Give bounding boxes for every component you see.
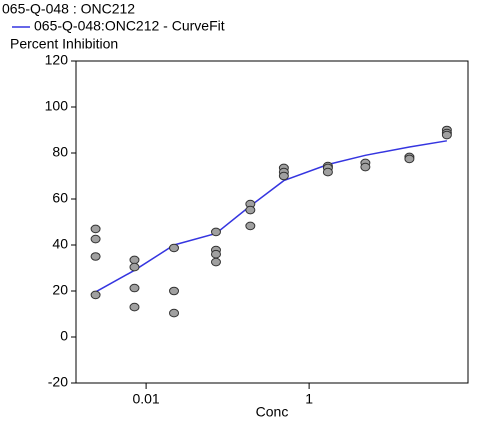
data-point (129, 255, 140, 265)
data-point (129, 262, 140, 272)
plot-frame (75, 60, 469, 384)
data-point (210, 227, 221, 237)
data-point (360, 162, 371, 172)
x-axis-label: Conc (256, 404, 289, 420)
data-point (90, 234, 101, 244)
data-point (278, 171, 289, 181)
data-point (169, 308, 180, 318)
data-point (210, 257, 221, 267)
x-tick-label: 0.01 (132, 391, 159, 407)
x-tick-label: 1 (305, 391, 313, 407)
legend-line-label: 065-Q-048:ONC212 - CurveFit (34, 18, 225, 34)
data-point (129, 302, 140, 312)
y-tick-label: 40 (52, 236, 68, 252)
y-tick-label: 60 (52, 190, 68, 206)
y-axis-label: Percent Inhibition (10, 36, 118, 52)
data-point (441, 130, 452, 140)
y-tick-label: 100 (45, 98, 69, 114)
data-point (404, 154, 415, 164)
data-point (245, 221, 256, 231)
data-point (90, 290, 101, 300)
data-point (90, 252, 101, 261)
data-point (90, 224, 101, 234)
data-point (169, 243, 180, 253)
y-tick-label: 20 (52, 282, 68, 298)
data-point (129, 283, 140, 293)
y-tick-label: 120 (45, 52, 69, 68)
y-tick-label: 80 (52, 144, 68, 160)
data-point (322, 167, 333, 177)
legend-scatter-label: 065-Q-048 : ONC212 (2, 1, 135, 17)
y-tick-label: 0 (60, 328, 68, 344)
data-point (210, 249, 221, 259)
curve-fit-line (95, 140, 447, 293)
data-point (169, 286, 180, 296)
y-tick-label: -20 (48, 374, 68, 390)
data-point (245, 205, 256, 215)
